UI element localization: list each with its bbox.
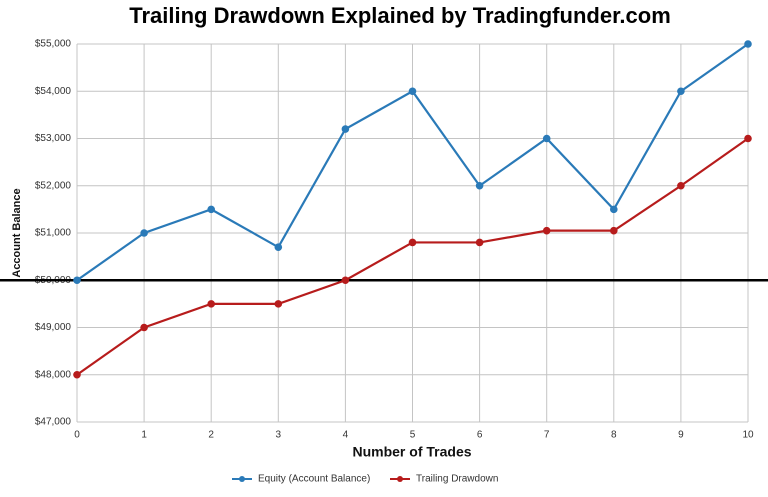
x-tick-label: 1 — [141, 430, 147, 441]
point — [73, 370, 81, 379]
legend-swatch-dot — [239, 476, 245, 482]
x-tick-label: 0 — [74, 430, 80, 441]
y-tick-label: $48,000 — [35, 369, 72, 380]
point — [341, 276, 350, 285]
x-tick-label: 2 — [208, 430, 214, 441]
point — [207, 205, 215, 214]
y-axis-label: Account Balance — [11, 188, 23, 277]
point — [73, 276, 81, 285]
point — [677, 181, 685, 190]
y-tick-label: $47,000 — [35, 417, 72, 428]
point — [408, 87, 417, 96]
point — [744, 40, 752, 48]
chart-title: Trailing Drawdown Explained by Tradingfu… — [129, 3, 671, 28]
point — [408, 238, 417, 247]
point — [744, 134, 752, 143]
y-tick-label: $51,000 — [35, 228, 72, 239]
point — [274, 300, 283, 308]
x-tick-label: 10 — [742, 430, 754, 441]
x-axis-label: Number of Trades — [352, 444, 471, 460]
x-tick-label: 5 — [410, 430, 416, 441]
x-tick-label: 7 — [544, 430, 550, 441]
legend-label: Trailing Drawdown — [416, 474, 498, 485]
point — [677, 87, 685, 96]
point — [140, 229, 148, 237]
x-tick-label: 8 — [611, 430, 617, 441]
legend-label: Equity (Account Balance) — [258, 474, 370, 485]
x-tick-label: 6 — [477, 430, 483, 441]
y-tick-label: $52,000 — [35, 180, 72, 191]
point — [542, 226, 551, 235]
y-tick-label: $49,000 — [35, 322, 72, 333]
point — [542, 134, 551, 143]
y-tick-label: $55,000 — [35, 39, 72, 50]
point — [274, 243, 283, 251]
x-tick-label: 9 — [678, 430, 684, 441]
y-tick-label: $53,000 — [35, 133, 72, 144]
point — [610, 226, 618, 235]
y-tick-label: $54,000 — [35, 86, 72, 97]
point — [475, 181, 484, 190]
point — [341, 125, 350, 133]
x-tick-label: 4 — [343, 430, 349, 441]
x-tick-label: 3 — [276, 430, 282, 441]
point — [207, 300, 215, 308]
point — [475, 238, 484, 247]
legend-swatch-dot — [397, 476, 403, 482]
point — [140, 323, 148, 332]
point — [610, 205, 618, 214]
